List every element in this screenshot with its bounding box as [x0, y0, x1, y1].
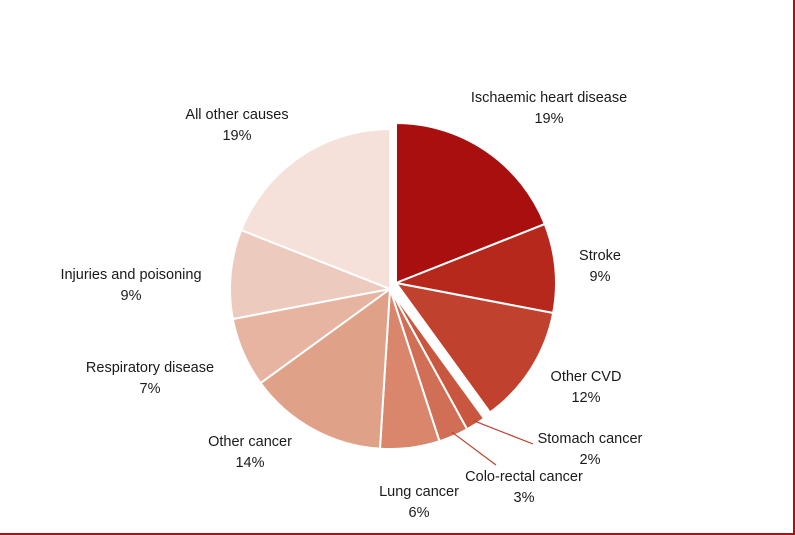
label-other-cvd: Other CVD 12% [551, 367, 622, 409]
label-respiratory-disease-name: Respiratory disease [85, 360, 215, 376]
leader-line-colo-rectal-cancer [451, 431, 497, 466]
label-injuries-and-poisoning-pct: 9% [120, 288, 142, 304]
pie-slice-stroke [395, 223, 557, 314]
label-other-cancer: Other cancer 14% [208, 432, 292, 474]
label-all-other-causes: All other causes 19% [185, 105, 288, 147]
label-lung-cancer: Lung cancer 6% [379, 482, 459, 524]
label-other-cancer-name: Other cancer [208, 434, 292, 450]
label-lung-cancer-name: Lung cancer [379, 484, 459, 500]
label-stomach-cancer-pct: 2% [579, 452, 601, 468]
pie-slice-other-cancer [259, 288, 391, 450]
label-lung-cancer-pct: 6% [408, 505, 430, 521]
label-other-cancer-pct: 14% [235, 455, 265, 471]
label-injuries-and-poisoning-name: Injuries and poisoning [60, 267, 202, 283]
label-all-other-causes-name: All other causes [185, 107, 289, 123]
label-ischaemic-heart-disease-pct: 19% [534, 111, 564, 127]
label-injuries-and-poisoning: Injuries and poisoning 9% [60, 265, 201, 307]
label-colo-rectal-cancer-name: Colo-rectal cancer [465, 469, 583, 485]
label-stroke: Stroke 9% [579, 246, 621, 288]
label-other-cvd-name: Other CVD [550, 369, 622, 385]
label-respiratory-disease-pct: 7% [139, 381, 161, 397]
pie-slice-ischaemic-heart-disease [395, 122, 546, 284]
label-stomach-cancer: Stomach cancer 2% [538, 429, 643, 471]
label-ischaemic-heart-disease: Ischaemic heart disease 19% [471, 88, 627, 130]
label-stomach-cancer-name: Stomach cancer [537, 431, 643, 447]
leader-line-stomach-cancer [473, 420, 534, 445]
label-ischaemic-heart-disease-name: Ischaemic heart disease [470, 90, 628, 106]
label-stroke-name: Stroke [579, 248, 621, 264]
label-colo-rectal-cancer: Colo-rectal cancer 3% [465, 467, 583, 509]
label-colo-rectal-cancer-pct: 3% [513, 490, 535, 506]
pie-slice-all-other-causes [240, 128, 391, 290]
label-other-cvd-pct: 12% [571, 390, 601, 406]
pie-slice-other-cvd [395, 282, 555, 414]
label-respiratory-disease: Respiratory disease 7% [86, 358, 214, 400]
label-all-other-causes-pct: 19% [222, 128, 252, 144]
label-stroke-pct: 9% [589, 269, 611, 285]
pie-slice-injuries-and-poisoning [229, 229, 391, 320]
